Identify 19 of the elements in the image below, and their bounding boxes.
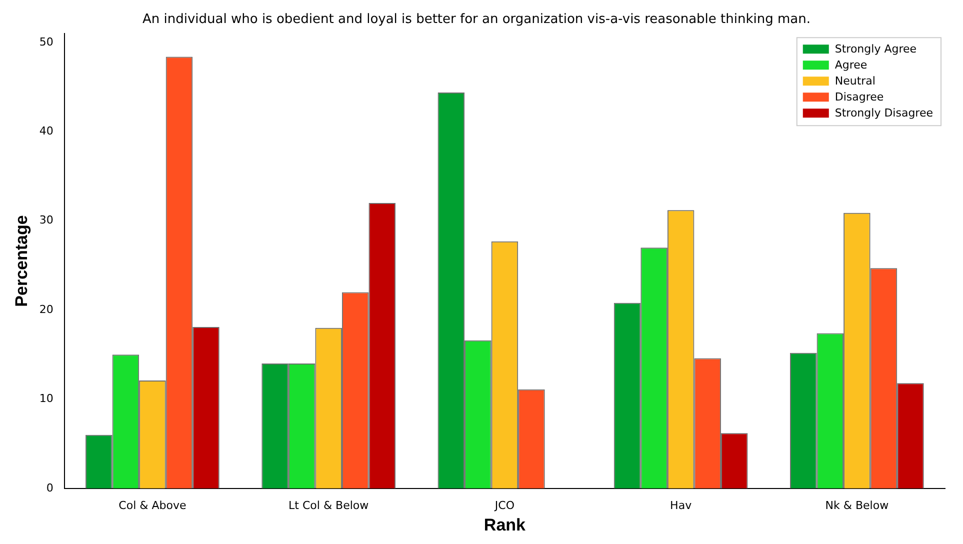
y-tick-label: 40	[39, 124, 54, 138]
legend-label: Strongly Agree	[834, 42, 917, 56]
y-tick-label: 30	[39, 214, 54, 227]
legend-label: Disagree	[834, 90, 884, 104]
y-tick-label: 50	[39, 35, 54, 48]
x-tick-label: JCO	[494, 498, 515, 512]
legend-label: Neutral	[834, 74, 876, 88]
chart-title: An individual who is obedient and loyal is better for an organization vis-a-vis reasonable thinking man.	[142, 12, 810, 28]
legend-label: Agree	[834, 58, 868, 72]
x-tick-label: Hav	[670, 498, 692, 512]
y-tick-label: 0	[46, 481, 54, 494]
y-tick-label: 10	[39, 392, 54, 406]
x-axis-title: Rank	[484, 515, 526, 534]
y-tick-label: 20	[39, 302, 54, 316]
x-tick-label: Nk & Below	[825, 498, 889, 512]
x-tick-label: Col & Above	[118, 498, 186, 512]
legend-label: Strongly Disagree	[834, 106, 934, 120]
x-tick-label: Lt Col & Below	[288, 498, 369, 512]
y-axis-title: Percentage	[12, 215, 31, 307]
